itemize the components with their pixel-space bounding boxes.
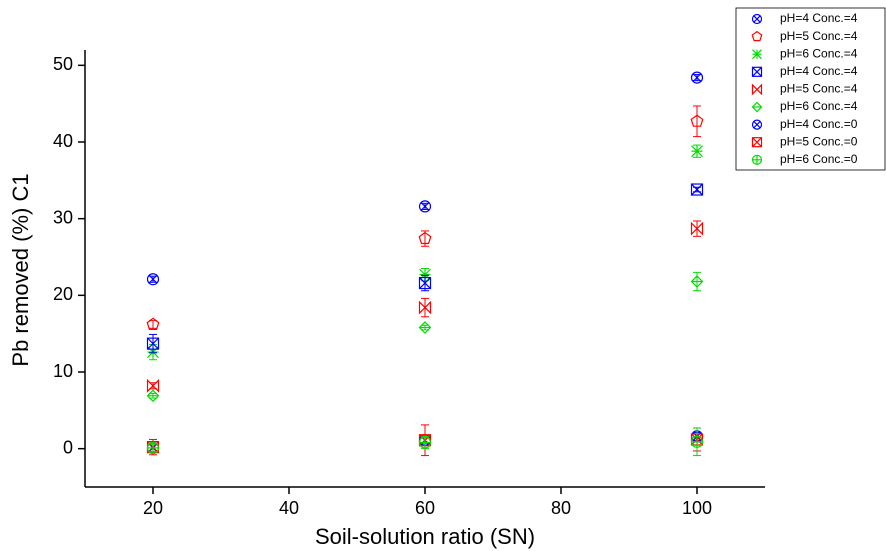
marker-part	[148, 274, 158, 284]
x-axis-label: Soil-solution ratio (SN)	[315, 524, 535, 549]
marker-part	[418, 300, 432, 315]
error-bar	[693, 105, 701, 138]
marker	[690, 435, 704, 448]
y-tick-label: 10	[53, 361, 73, 381]
marker	[690, 183, 704, 196]
y-tick-label: 30	[53, 207, 73, 227]
marker-part	[418, 321, 432, 334]
y-tick-label: 40	[53, 131, 73, 151]
marker-part	[751, 66, 763, 77]
marker	[418, 436, 432, 449]
marker-part	[753, 121, 761, 129]
marker	[419, 268, 431, 281]
marker	[690, 275, 704, 288]
legend-text: pH=6 Conc.=4	[780, 99, 858, 113]
marker-part	[690, 221, 704, 236]
marker-part	[146, 378, 160, 393]
marker-part	[146, 273, 160, 286]
marker-part	[418, 276, 432, 290]
legend-marker	[751, 101, 763, 113]
legend-marker	[751, 83, 763, 96]
x-tick-label: 20	[143, 498, 163, 518]
legend-text: pH=4 Conc.=4	[780, 11, 858, 25]
legend-text: pH=5 Conc.=4	[780, 82, 858, 96]
marker	[418, 300, 432, 315]
marker-part	[420, 202, 430, 211]
marker	[146, 273, 160, 286]
marker-part	[146, 317, 160, 330]
marker-part	[692, 73, 702, 82]
marker	[418, 231, 432, 245]
marker-part	[690, 275, 704, 288]
legend-marker	[751, 30, 763, 42]
legend-text: pH=5 Conc.=0	[780, 134, 858, 148]
marker	[691, 145, 703, 158]
marker-part	[752, 137, 762, 148]
x-tick-label: 60	[415, 498, 435, 518]
marker-part	[418, 231, 432, 245]
legend-marker	[752, 49, 762, 60]
y-tick-label: 20	[53, 284, 73, 304]
legend-text: pH=5 Conc.=4	[780, 29, 858, 43]
legend-marker	[751, 137, 763, 148]
marker-part	[751, 101, 763, 113]
marker-part	[147, 337, 159, 350]
legend-text: pH=6 Conc.=0	[780, 152, 858, 166]
marker	[146, 317, 160, 330]
marker-part	[751, 83, 763, 96]
marker	[418, 276, 432, 290]
x-tick-label: 40	[279, 498, 299, 518]
marker-part	[418, 200, 432, 213]
marker-part	[752, 66, 762, 77]
marker	[146, 441, 160, 454]
marker	[146, 378, 160, 393]
legend-marker	[751, 119, 763, 130]
legend-marker	[751, 13, 763, 25]
marker-part	[419, 277, 431, 289]
marker-part	[146, 389, 160, 403]
marker-part	[751, 119, 763, 130]
legend-text: pH=4 Conc.=4	[780, 64, 858, 78]
marker	[418, 321, 432, 334]
marker-part	[690, 183, 704, 196]
marker-part	[690, 114, 704, 127]
x-tick-label: 100	[682, 498, 712, 518]
marker	[690, 71, 704, 84]
marker	[146, 389, 160, 403]
marker-part	[751, 13, 763, 25]
legend-text: pH=4 Conc.=0	[780, 117, 858, 131]
y-tick-label: 0	[63, 437, 73, 457]
marker	[690, 221, 704, 236]
legend-text: pH=6 Conc.=4	[780, 46, 858, 60]
marker-part	[751, 30, 763, 42]
legend-marker	[751, 66, 763, 77]
y-tick-label: 50	[53, 54, 73, 74]
legend-marker	[751, 154, 763, 165]
marker-part	[146, 337, 160, 350]
x-tick-label: 80	[551, 498, 571, 518]
marker	[690, 114, 704, 127]
y-axis-label: Pb removed (%) C1	[8, 173, 33, 366]
error-bar	[149, 320, 157, 329]
marker-part	[751, 137, 763, 148]
marker	[146, 337, 160, 350]
marker-part	[690, 71, 704, 84]
marker	[418, 200, 432, 213]
marker-part	[753, 15, 761, 23]
marker-part	[691, 183, 703, 196]
